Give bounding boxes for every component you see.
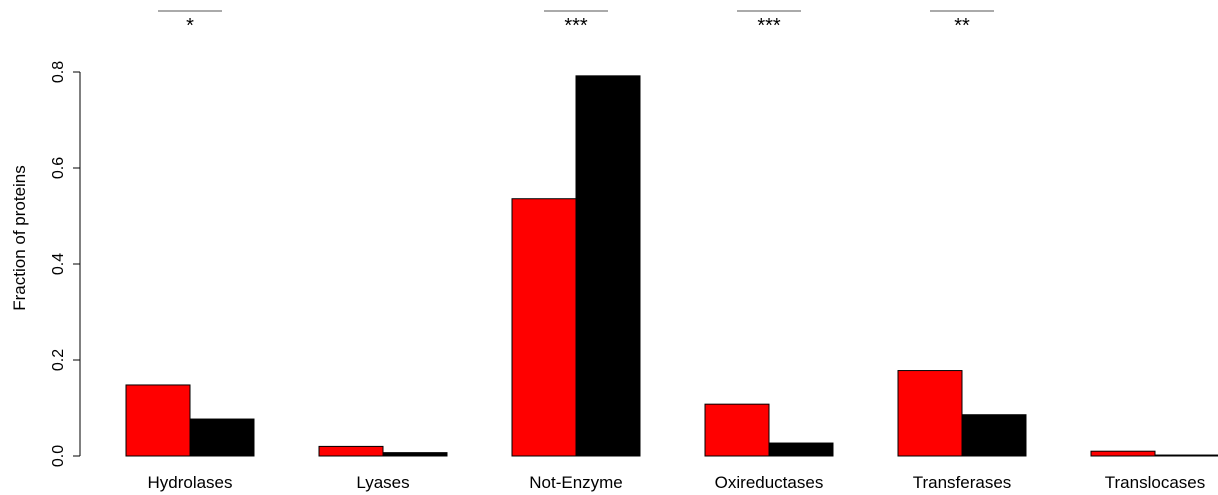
y-tick-label: 0.4 — [50, 253, 67, 275]
bar-not-enzyme-series-1 — [511, 198, 577, 457]
bar-translocases-series-1 — [1090, 450, 1156, 457]
y-axis-label: Fraction of proteins — [10, 165, 29, 311]
bar-hydrolases-series-1 — [125, 384, 191, 457]
bar-oxireductases-series-1 — [704, 403, 770, 457]
bar-oxireductases-series-2 — [768, 442, 834, 457]
bar-transferases-series-1 — [897, 370, 963, 457]
significance-stars: *** — [757, 15, 781, 37]
significance-stars: *** — [564, 15, 588, 37]
bars — [125, 75, 1218, 457]
x-tick-label: Oxireductases — [715, 473, 824, 492]
x-axis-labels: Hydrolases Lyases Not-Enzyme Oxireductases T… — [147, 473, 1205, 492]
bar-lyases-series-2 — [382, 452, 448, 457]
x-tick-label: Translocases — [1105, 473, 1205, 492]
bar-lyases-series-1 — [318, 445, 384, 457]
y-tick-label: 0.6 — [50, 157, 67, 179]
y-axis: 0.0 0.2 0.4 0.6 0.8 — [50, 61, 81, 467]
x-tick-label: Lyases — [356, 473, 409, 492]
significance-annotations: * *** *** ** — [158, 10, 994, 37]
x-tick-label: Transferases — [913, 473, 1012, 492]
x-tick-label: Not-Enzyme — [529, 473, 623, 492]
y-tick-label: 0.0 — [50, 445, 67, 467]
significance-stars: * — [186, 15, 194, 37]
bar-translocases-series-2 — [1154, 454, 1218, 457]
bar-hydrolases-series-2 — [189, 418, 255, 457]
bar-transferases-series-2 — [961, 414, 1027, 457]
bar-not-enzyme-series-2 — [575, 75, 641, 457]
x-tick-label: Hydrolases — [147, 473, 232, 492]
y-tick-label: 0.2 — [50, 349, 67, 371]
y-tick-label: 0.8 — [50, 61, 67, 83]
significance-stars: ** — [954, 15, 970, 37]
